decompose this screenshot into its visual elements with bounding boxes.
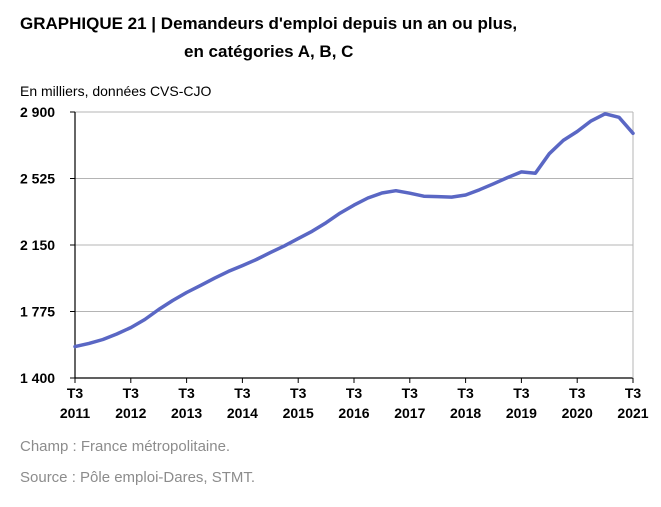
footnote-champ: Champ : France métropolitaine.: [20, 438, 231, 455]
y-tick-label: 1 400: [20, 370, 55, 386]
x-tick-year: 2014: [227, 405, 258, 421]
x-tick-year: 2019: [506, 405, 537, 421]
chart-title-line-2: en catégories A, B, C: [184, 42, 354, 61]
footnote-source: Source : Pôle emploi-Dares, STMT.: [20, 469, 256, 486]
x-tick-quarter: T3: [178, 385, 195, 401]
x-tick-year: 2013: [171, 405, 202, 421]
x-tick-quarter: T3: [290, 385, 307, 401]
x-tick-year: 2021: [617, 405, 648, 421]
x-tick-quarter: T3: [569, 385, 586, 401]
x-tick-year: 2017: [394, 405, 425, 421]
y-tick-label: 2 150: [20, 237, 55, 253]
x-tick-year: 2015: [283, 405, 314, 421]
x-tick-year: 2016: [338, 405, 369, 421]
series-line: [73, 112, 635, 349]
x-tick-quarter: T3: [402, 385, 419, 401]
x-tick-year: 2020: [562, 405, 593, 421]
x-tick-quarter: T3: [123, 385, 140, 401]
x-tick-year: 2012: [115, 405, 146, 421]
x-tick-quarter: T3: [625, 385, 642, 401]
x-tick-quarter: T3: [457, 385, 474, 401]
y-tick-label: 2 525: [20, 171, 55, 187]
x-tick-quarter: T3: [513, 385, 530, 401]
x-tick-year: 2011: [60, 405, 91, 421]
y-tick-label: 2 900: [20, 104, 55, 120]
x-tick-quarter: T3: [346, 385, 363, 401]
x-tick-year: 2018: [450, 405, 481, 421]
chart-title-line-1: GRAPHIQUE 21 | Demandeurs d'emploi depui…: [20, 14, 518, 33]
x-tick-quarter: T3: [234, 385, 251, 401]
chart-title: GRAPHIQUE 21 | Demandeurs d'emploi depui…: [20, 10, 517, 66]
units-label: En milliers, données CVS-CJO: [20, 83, 212, 99]
y-tick-label: 1 775: [20, 304, 55, 320]
x-tick-quarter: T3: [67, 385, 84, 401]
